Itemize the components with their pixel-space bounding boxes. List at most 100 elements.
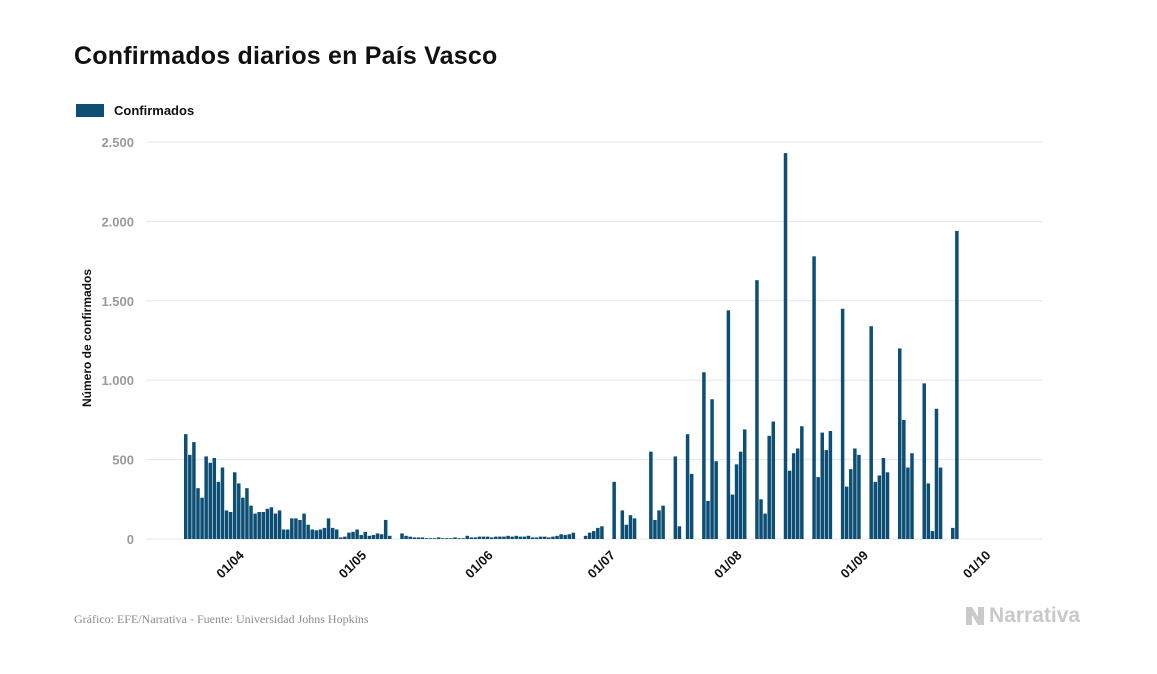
bar: [420, 537, 425, 539]
bar: [840, 308, 845, 539]
bar: [910, 453, 914, 539]
bar: [873, 481, 878, 539]
bar: [204, 456, 208, 539]
bar: [490, 537, 494, 539]
bar: [877, 475, 882, 539]
bar: [587, 532, 592, 539]
bar: [228, 512, 233, 539]
bar: [273, 513, 278, 539]
bar: [620, 510, 625, 539]
bar: [526, 535, 531, 539]
bar: [290, 518, 294, 539]
legend-label: Confirmados: [114, 103, 195, 118]
bar: [518, 536, 523, 539]
y-tick-label: 0: [127, 532, 134, 547]
x-tick-label: 01/06: [462, 548, 496, 582]
bar: [857, 454, 861, 539]
bar: [404, 535, 408, 539]
y-tick-label: 500: [112, 453, 134, 468]
y-tick-labels: 0 500 1.000 1.500 2.000 2.500: [101, 135, 134, 547]
bar: [237, 483, 241, 539]
bar: [661, 505, 665, 539]
y-tick-label: 1.500: [101, 294, 134, 309]
bar: [869, 326, 873, 539]
bar: [220, 467, 225, 539]
bar: [196, 488, 200, 539]
bar: [371, 535, 376, 539]
bar: [742, 429, 747, 539]
bar: [461, 538, 465, 539]
x-tick-label: 01/08: [711, 548, 745, 582]
bar: [828, 431, 833, 539]
bar: [473, 537, 478, 539]
bar: [449, 538, 453, 539]
bar: [412, 537, 416, 539]
bar: [522, 536, 527, 539]
bar: [738, 451, 743, 539]
bar: [816, 477, 820, 539]
bar: [269, 507, 274, 539]
bar: [881, 458, 886, 539]
bar: [424, 538, 429, 539]
bar: [543, 536, 547, 539]
bar: [567, 534, 572, 539]
bar: [800, 426, 804, 539]
bar: [930, 531, 935, 539]
bar: [436, 537, 441, 539]
bar: [759, 499, 763, 539]
bar: [245, 488, 249, 539]
bar: [192, 442, 196, 539]
bar: [351, 531, 355, 539]
bar: [302, 513, 306, 539]
bar: [787, 470, 792, 539]
narrativa-n-logo-icon: [966, 607, 984, 625]
bar: [938, 467, 943, 539]
bar: [506, 535, 510, 539]
bar: [689, 473, 694, 539]
bar: [188, 454, 192, 539]
bar: [261, 512, 266, 539]
legend-swatch: [76, 104, 104, 117]
x-tick-label: 01/05: [336, 548, 370, 582]
bar: [649, 451, 653, 539]
bar: [730, 494, 735, 539]
bar: [755, 280, 759, 539]
bars: [184, 153, 959, 539]
bar: [277, 510, 282, 539]
bar: [514, 535, 518, 539]
bar: [555, 535, 559, 539]
bar: [318, 529, 323, 539]
bar: [885, 472, 890, 539]
bar: [510, 536, 514, 539]
bar: [494, 536, 498, 539]
bar: [469, 537, 474, 539]
bar: [465, 535, 470, 539]
bar: [485, 536, 490, 539]
bar: [457, 538, 461, 539]
brand-name: Narrativa: [989, 604, 1081, 627]
bar: [657, 510, 661, 539]
bar: [844, 486, 849, 539]
bar: [767, 435, 771, 539]
bar: [481, 536, 486, 539]
bar: [184, 434, 188, 539]
bar: [322, 527, 327, 539]
bar: [849, 469, 853, 539]
bar: [926, 483, 931, 539]
bar: [400, 533, 404, 539]
bar: [673, 456, 678, 539]
bar: [286, 529, 290, 539]
bar: [355, 529, 359, 539]
x-tick-label: 01/10: [960, 548, 994, 582]
bar: [306, 524, 310, 539]
bar: [898, 348, 902, 539]
x-tick-label: 01/09: [837, 548, 871, 582]
bar: [388, 535, 392, 539]
bar: [216, 481, 221, 539]
bar: [441, 538, 445, 539]
bar: [445, 538, 449, 539]
bar: [314, 530, 319, 539]
bar: [771, 421, 776, 539]
bar: [571, 532, 576, 539]
bar: [922, 383, 926, 539]
